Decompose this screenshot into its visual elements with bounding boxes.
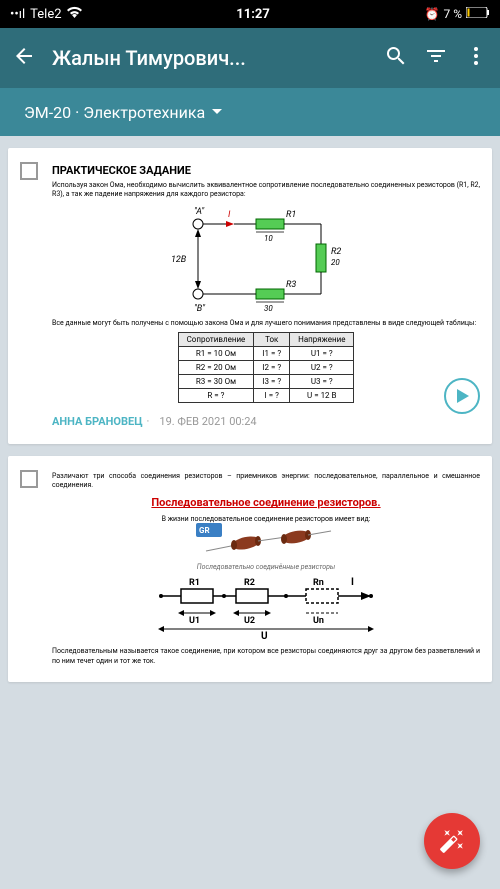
header-title: Жалын Тимурович... xyxy=(52,46,368,70)
svg-text:10: 10 xyxy=(264,234,273,243)
fab-button[interactable] xyxy=(424,813,480,869)
post-date: 19. ФЕВ 2021 00:24 xyxy=(159,415,256,428)
play-button[interactable] xyxy=(444,378,480,414)
status-right: ⏰ 7 % xyxy=(425,7,490,21)
card-footer: АННА БРАНОВЕЦ · 19. ФЕВ 2021 00:24 xyxy=(52,415,480,428)
th-voltage: Напряжение xyxy=(290,333,354,347)
battery-pct: 7 % xyxy=(443,7,462,21)
svg-text:30: 30 xyxy=(264,304,273,313)
svg-text:"А": "А" xyxy=(194,207,204,217)
th-resistance: Сопротивление xyxy=(178,333,254,347)
svg-text:20: 20 xyxy=(331,258,340,267)
author: АННА БРАНОВЕЦ xyxy=(52,415,143,428)
photo-caption: Последовательно соединённые резисторы xyxy=(52,563,480,571)
checkbox-2[interactable] xyxy=(20,470,38,488)
magic-wand-icon xyxy=(439,828,465,854)
series-schematic: R1 R2 Rn I U1 U2 xyxy=(151,571,381,641)
task-card-2: Различают три способа соединения резисто… xyxy=(8,456,492,681)
task-title: ПРАКТИЧЕСКОЕ ЗАДАНИЕ xyxy=(52,164,480,177)
card2-sub1: В жизни последовательное соединение рези… xyxy=(52,515,480,523)
subheader-text: ЭМ-20 · Электротехника xyxy=(24,103,205,122)
table-row: R = ?I = ?U = 12 B xyxy=(178,389,354,403)
table-row: R3 = 30 ОмI3 = ?U3 = ? xyxy=(178,375,354,389)
svg-text:"В": "В" xyxy=(194,304,205,314)
svg-text:R3: R3 xyxy=(286,280,296,290)
table-row: R2 = 20 ОмI2 = ?U2 = ? xyxy=(178,361,354,375)
card2-footer: Последовательным называется такое соедин… xyxy=(52,647,480,665)
search-icon[interactable] xyxy=(384,44,408,72)
task-intro: Используя закон Ома, необходимо вычислит… xyxy=(52,181,480,199)
app-header: Жалын Тимурович... xyxy=(0,28,500,88)
svg-text:R2: R2 xyxy=(331,247,341,257)
table-intro: Все данные могут быть получены с помощью… xyxy=(52,319,480,328)
chevron-down-icon xyxy=(211,103,223,122)
svg-text:U2: U2 xyxy=(244,616,255,626)
th-current: Ток xyxy=(254,333,290,347)
filter-icon[interactable] xyxy=(424,44,448,72)
data-table: Сопротивление Ток Напряжение R1 = 10 ОмI… xyxy=(178,332,355,403)
table-row: R1 = 10 ОмI1 = ?U1 = ? xyxy=(178,347,354,361)
status-bar: ••ıl Tele2 11:27 ⏰ 7 % xyxy=(0,0,500,28)
checkbox-1[interactable] xyxy=(20,162,38,180)
resistor-photo: GR xyxy=(196,523,336,563)
svg-text:GR: GR xyxy=(199,526,210,535)
svg-text:U: U xyxy=(261,631,268,641)
content-scroll[interactable]: ПРАКТИЧЕСКОЕ ЗАДАНИЕ Используя закон Ома… xyxy=(0,136,500,889)
svg-text:R1: R1 xyxy=(189,578,200,588)
card2-intro: Различают три способа соединения резисто… xyxy=(52,472,480,490)
subheader[interactable]: ЭМ-20 · Электротехника xyxy=(0,88,500,136)
task-card-1: ПРАКТИЧЕСКОЕ ЗАДАНИЕ Используя закон Ома… xyxy=(8,148,492,444)
circuit-diagram-1: "А" I R1 10 R2 20 R3 30 xyxy=(156,199,376,319)
svg-text:R2: R2 xyxy=(244,578,255,588)
more-icon[interactable] xyxy=(464,44,488,72)
status-time: 11:27 xyxy=(82,7,425,22)
wifi-icon xyxy=(67,6,82,22)
section-title: Последовательное соединение резисторов. xyxy=(52,496,480,509)
svg-text:R1: R1 xyxy=(286,210,296,220)
battery-icon xyxy=(466,7,490,21)
svg-text:U1: U1 xyxy=(189,616,200,626)
svg-text:12B: 12B xyxy=(171,255,187,265)
status-left: ••ıl Tele2 xyxy=(10,6,82,22)
signal-icon: ••ıl xyxy=(10,7,25,22)
svg-text:I: I xyxy=(351,577,354,588)
alarm-icon: ⏰ xyxy=(425,7,440,21)
svg-text:Un: Un xyxy=(313,616,324,626)
svg-text:Rn: Rn xyxy=(313,578,324,588)
svg-text:I: I xyxy=(228,210,231,220)
back-icon[interactable] xyxy=(12,44,36,72)
carrier: Tele2 xyxy=(30,7,61,22)
